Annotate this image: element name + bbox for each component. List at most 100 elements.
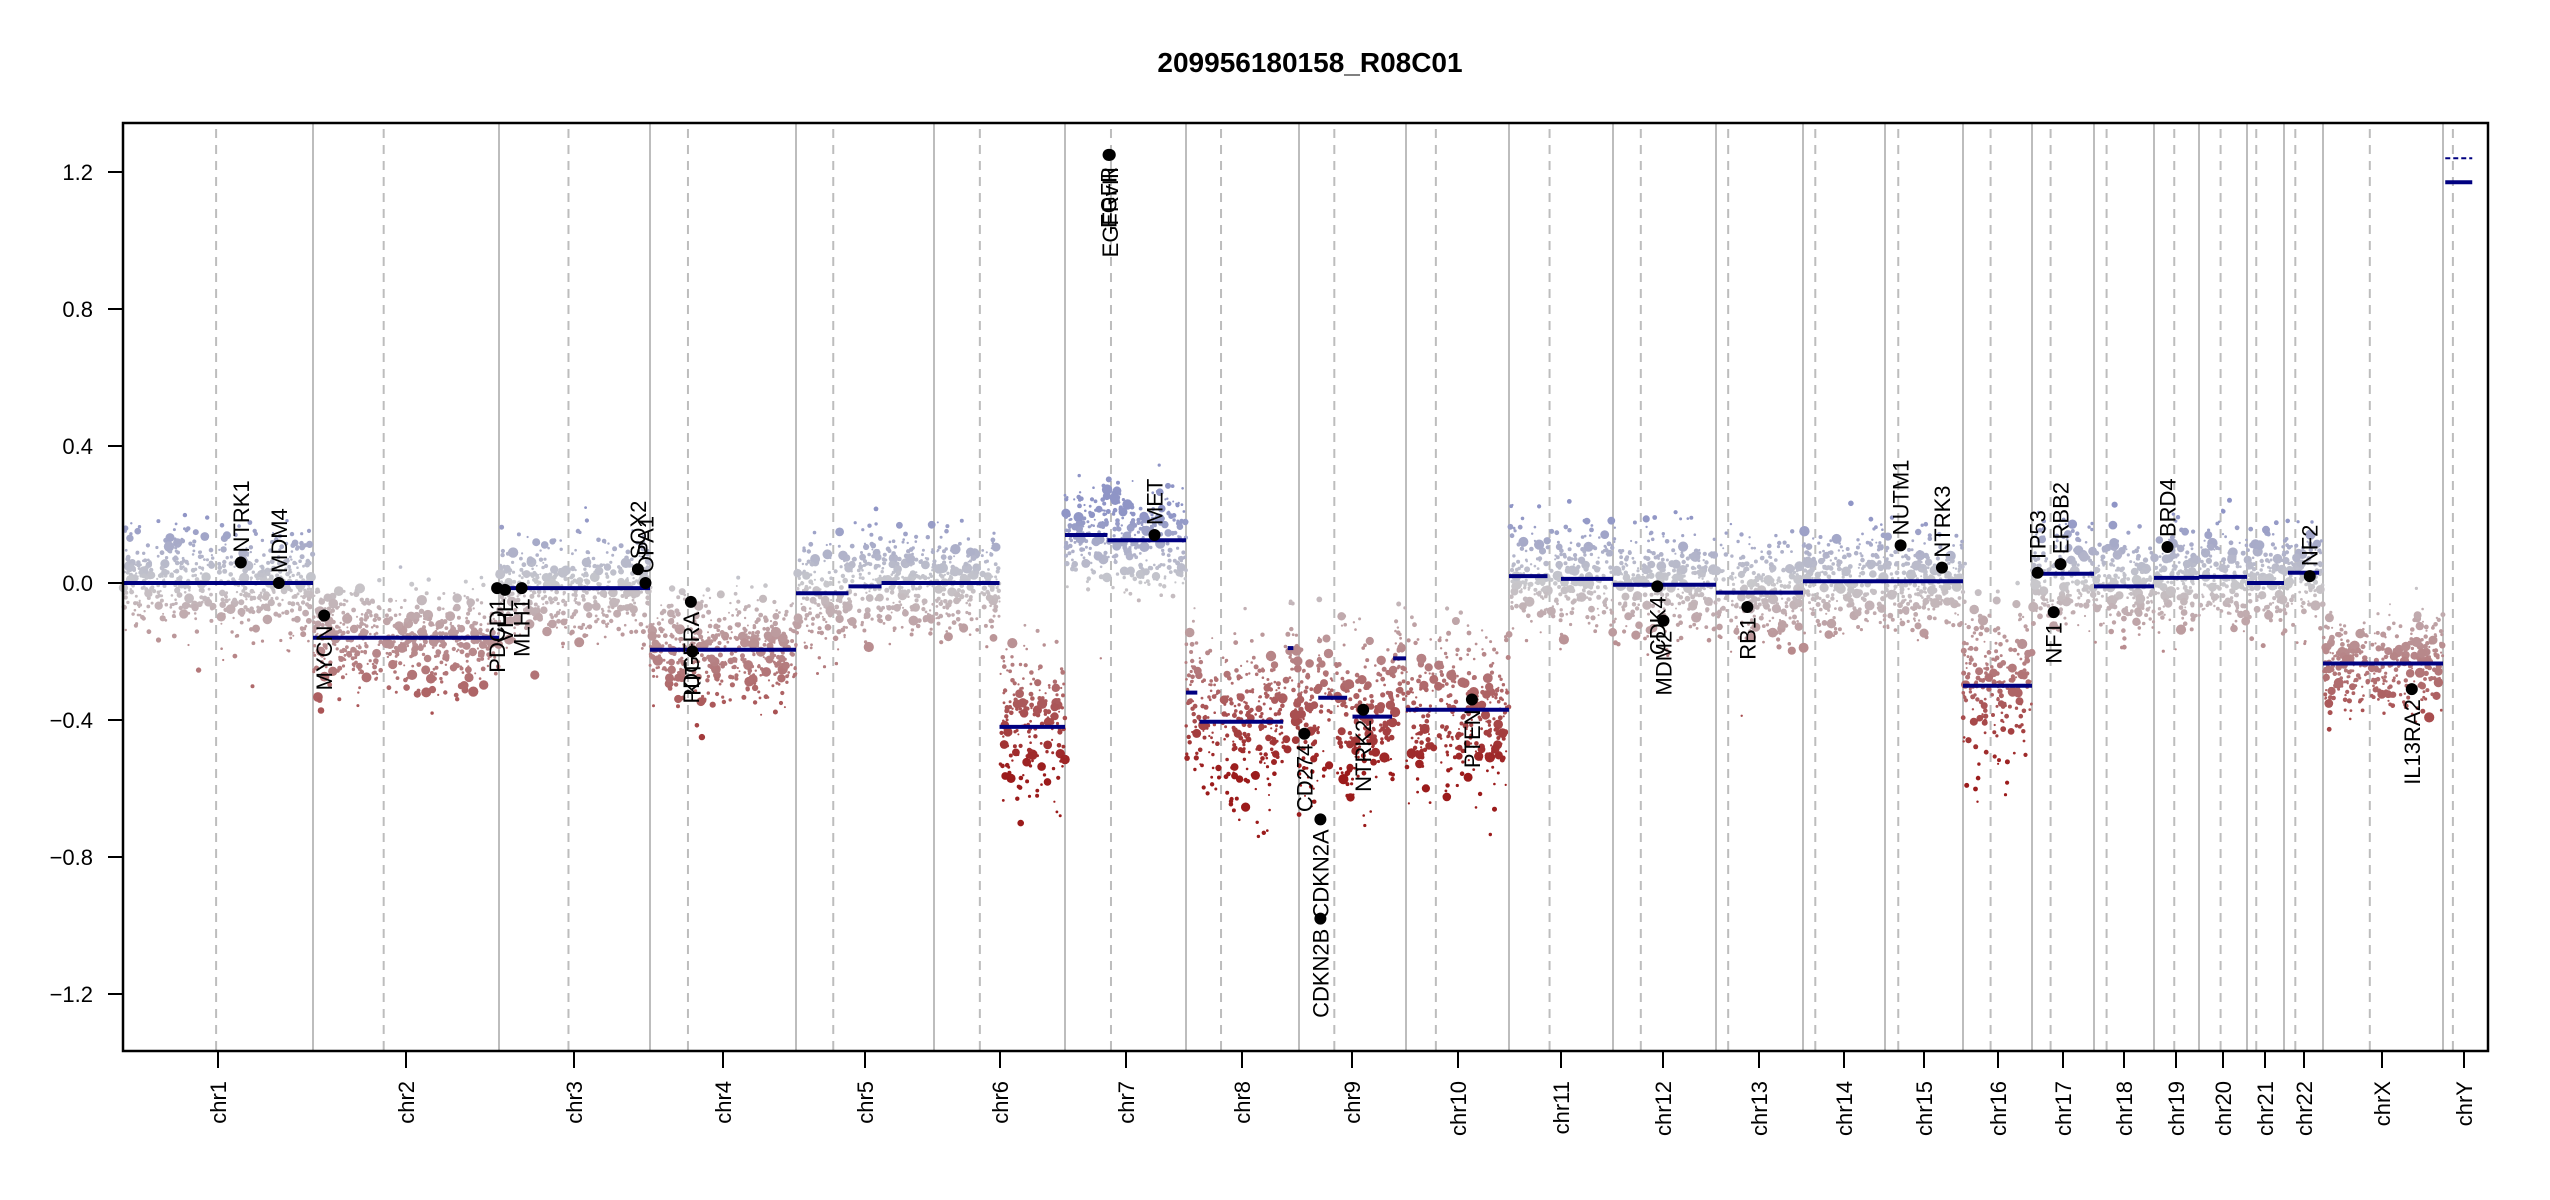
probe-point [574, 548, 577, 552]
probe-point [329, 624, 332, 628]
probe-point [233, 532, 238, 538]
probe-point [693, 632, 697, 635]
probe-point [1138, 552, 1142, 555]
probe-point [908, 615, 919, 626]
probe-point [1215, 741, 1220, 746]
probe-point [968, 633, 972, 636]
probe-point [254, 558, 259, 563]
probe-point [707, 631, 709, 634]
probe-point [135, 572, 138, 575]
probe-point [1238, 818, 1241, 822]
probe-point [625, 611, 630, 615]
probe-point [949, 574, 952, 578]
probe-point [1067, 528, 1071, 533]
probe-point [398, 565, 403, 569]
probe-point [673, 682, 679, 687]
probe-point [1440, 683, 1445, 688]
probe-point [519, 567, 524, 572]
probe-point [1246, 732, 1251, 737]
probe-point [1384, 735, 1389, 741]
probe-point [1631, 573, 1636, 577]
probe-point [492, 617, 495, 621]
probe-point [707, 623, 713, 629]
probe-point [295, 601, 300, 606]
probe-point [1046, 716, 1050, 719]
probe-point [902, 576, 908, 582]
probe-point [394, 660, 398, 663]
probe-point [1317, 636, 1321, 639]
probe-point [1446, 753, 1450, 757]
probe-point [439, 639, 444, 644]
probe-point [1029, 670, 1034, 675]
probe-point [968, 597, 973, 602]
probe-point [1173, 569, 1178, 573]
probe-point [864, 607, 871, 614]
probe-point [1428, 704, 1432, 708]
probe-point [1251, 690, 1255, 694]
probe-point [645, 553, 650, 557]
probe-point [1494, 696, 1498, 700]
probe-point [1197, 747, 1203, 753]
probe-point [921, 560, 930, 570]
probe-point [1238, 747, 1243, 753]
probe-point [1078, 530, 1081, 533]
probe-point [1191, 711, 1196, 717]
probe-point [1477, 791, 1483, 797]
probe-point [1689, 589, 1693, 593]
probe-point [718, 682, 722, 686]
probe-point [1524, 638, 1529, 643]
probe-point [1462, 683, 1465, 687]
probe-point [1415, 696, 1418, 699]
probe-point [1693, 533, 1697, 536]
probe-point [999, 740, 1009, 749]
probe-point [324, 622, 330, 627]
probe-point [818, 611, 822, 615]
probe-point [1324, 692, 1327, 695]
probe-point [209, 606, 215, 611]
probe-point [544, 563, 549, 569]
probe-point [171, 602, 175, 607]
probe-point [837, 648, 840, 651]
probe-point [1114, 558, 1117, 562]
probe-point [224, 598, 229, 604]
probe-point [467, 607, 473, 613]
probe-point [434, 654, 438, 658]
probe-point [159, 615, 166, 622]
probe-point [736, 599, 741, 604]
probe-point [1536, 610, 1544, 618]
probe-point [691, 637, 695, 641]
probe-point [347, 653, 352, 658]
probe-point [219, 523, 225, 528]
probe-point [159, 589, 162, 593]
probe-point [1223, 670, 1231, 678]
probe-point [1661, 532, 1666, 536]
probe-point [804, 617, 808, 621]
probe-point [887, 576, 893, 583]
probe-point [1201, 785, 1206, 790]
probe-point [1607, 516, 1616, 525]
probe-point [691, 669, 697, 675]
probe-point [173, 537, 177, 541]
probe-point [952, 588, 957, 594]
probe-point [1064, 515, 1068, 519]
probe-point [809, 629, 814, 634]
probe-point [601, 609, 605, 613]
probe-point [803, 644, 809, 650]
probe-point [1167, 510, 1170, 513]
probe-point [1625, 625, 1628, 628]
probe-point [209, 592, 213, 597]
probe-point [607, 605, 611, 609]
probe-point [584, 578, 589, 583]
probe-point [741, 694, 747, 700]
probe-point [285, 584, 289, 587]
probe-point [1121, 516, 1125, 520]
probe-point [959, 518, 964, 523]
probe-point [853, 521, 857, 525]
probe-point [1031, 752, 1036, 756]
probe-point [1559, 612, 1565, 618]
probe-point [1234, 709, 1238, 713]
probe-point [222, 559, 227, 565]
probe-point [851, 557, 856, 562]
probe-point [1347, 689, 1350, 693]
probe-point [1569, 610, 1575, 616]
